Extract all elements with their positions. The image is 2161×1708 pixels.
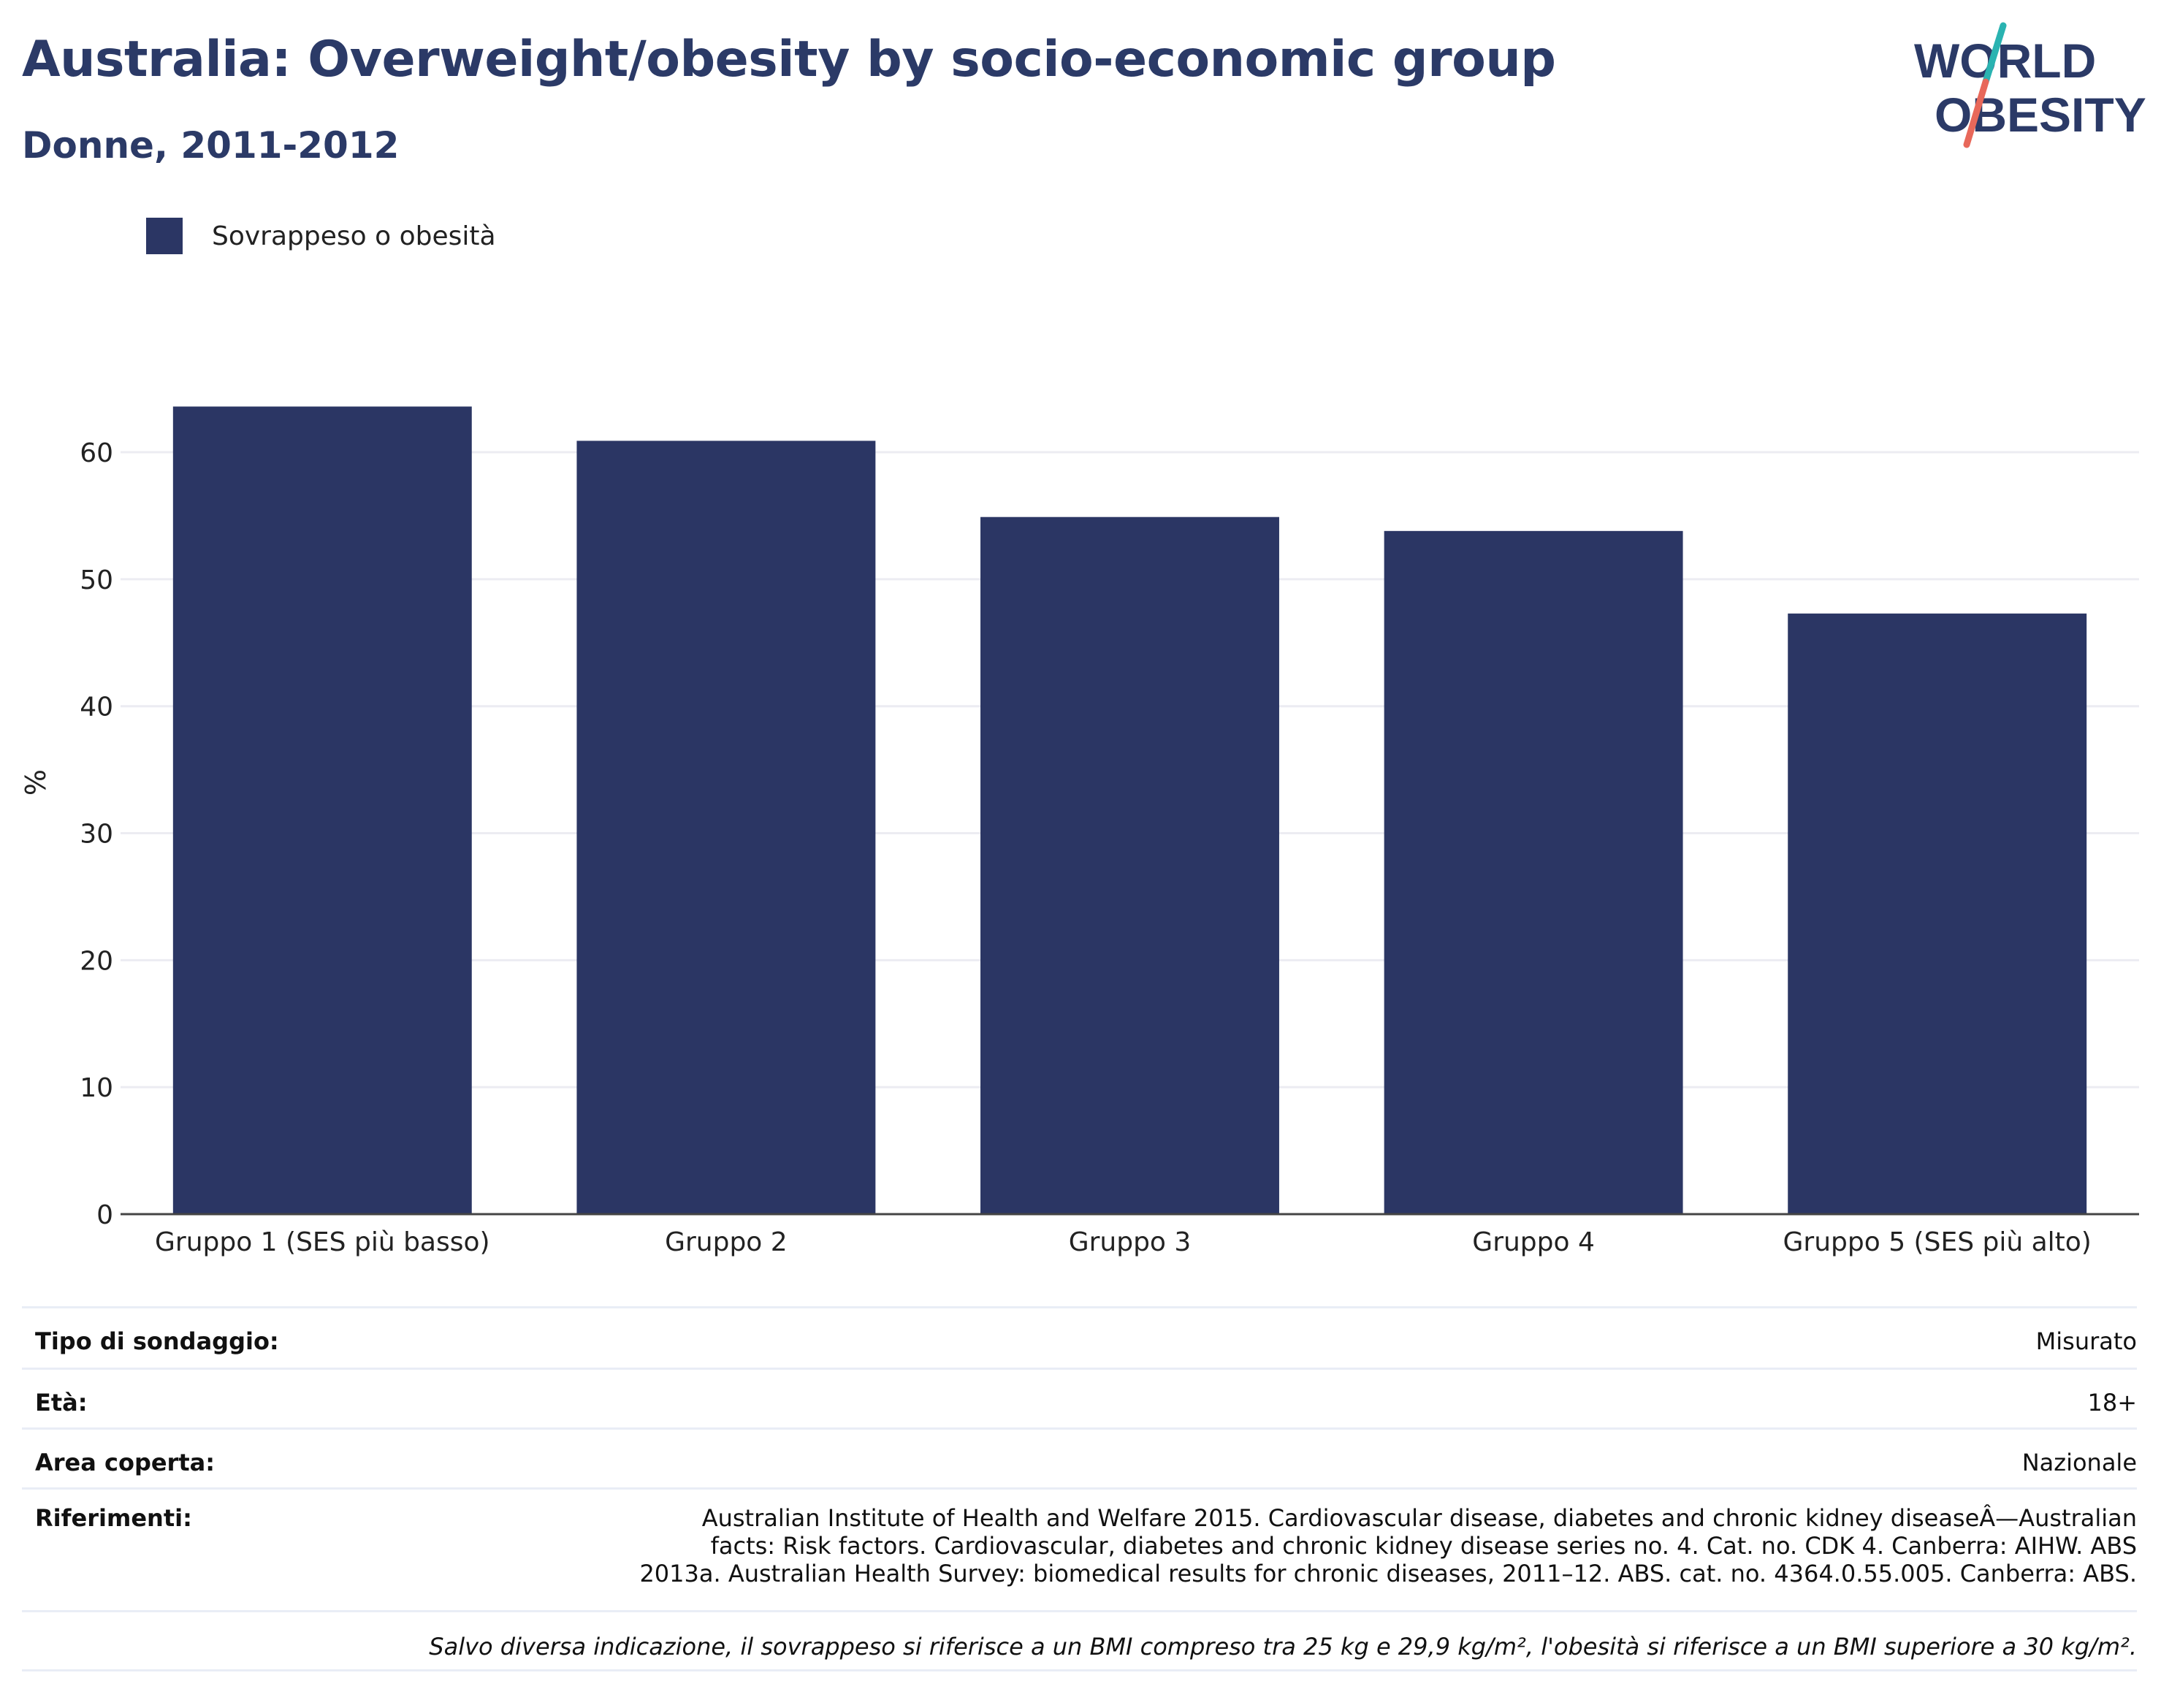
x-tick-label: Gruppo 5 (SES più alto)	[1783, 1227, 2092, 1257]
x-tick-label: Gruppo 4	[1472, 1227, 1595, 1257]
world-obesity-logo: WORLD OBESITY	[1914, 22, 2146, 148]
bar	[1384, 530, 1683, 1214]
x-tick-label: Gruppo 2	[665, 1227, 788, 1257]
info-value: Australian Institute of Health and Welfa…	[639, 1504, 2137, 1587]
y-tick-label: 40	[80, 693, 113, 723]
logo-slash-red	[1963, 78, 1989, 148]
legend-swatch	[146, 218, 183, 254]
y-tick-label: 20	[80, 946, 113, 976]
info-value: Nazionale	[2021, 1449, 2137, 1476]
info-value: Misurato	[2035, 1327, 2137, 1355]
bar	[576, 441, 876, 1214]
y-tick-label: 0	[96, 1200, 113, 1230]
x-tick-label: Gruppo 3	[1069, 1227, 1192, 1257]
y-tick-label: 30	[80, 820, 113, 850]
bar	[980, 516, 1279, 1214]
info-row-area: Area coperta: Nazionale	[22, 1427, 2137, 1487]
info-table: Tipo di sondaggio: Misurato Età: 18+ Are…	[22, 1306, 2137, 1671]
bmi-definition-note: Salvo diversa indicazione, il sovrappeso…	[22, 1610, 2137, 1671]
chart-title: Australia: Overweight/obesity by socio-e…	[22, 31, 1556, 88]
info-label: Area coperta:	[35, 1449, 216, 1476]
logo-text-world: WORLD	[1914, 34, 2096, 88]
info-row-age: Età: 18+	[22, 1368, 2137, 1427]
bar	[1788, 613, 2087, 1214]
info-value: 18+	[2087, 1389, 2137, 1417]
bars	[172, 406, 2087, 1214]
y-axis-label: %	[20, 769, 52, 796]
bar	[172, 406, 472, 1214]
logo-slash-teal	[1982, 22, 2007, 85]
info-row-references: Riferimenti: Australian Institute of Hea…	[22, 1487, 2137, 1610]
x-tick-labels: Gruppo 1 (SES più basso) Gruppo 2 Gruppo 3…	[155, 1227, 2092, 1257]
chart-subtitle: Donne, 2011-2012	[22, 124, 400, 167]
y-tick-labels: 0 10 20 30 40 50 60	[80, 438, 113, 1230]
info-label: Riferimenti:	[35, 1504, 192, 1532]
x-tick-label: Gruppo 1 (SES più basso)	[155, 1227, 490, 1257]
chart-legend: Sovrappeso o obesità	[146, 218, 496, 254]
info-row-survey-type: Tipo di sondaggio: Misurato	[22, 1306, 2137, 1368]
y-tick-label: 50	[80, 565, 113, 595]
info-label: Tipo di sondaggio:	[35, 1327, 279, 1355]
y-tick-label: 10	[80, 1073, 113, 1103]
y-tick-label: 60	[80, 438, 113, 468]
legend-label: Sovrappeso o obesità	[212, 221, 496, 251]
info-label: Età:	[35, 1389, 88, 1417]
